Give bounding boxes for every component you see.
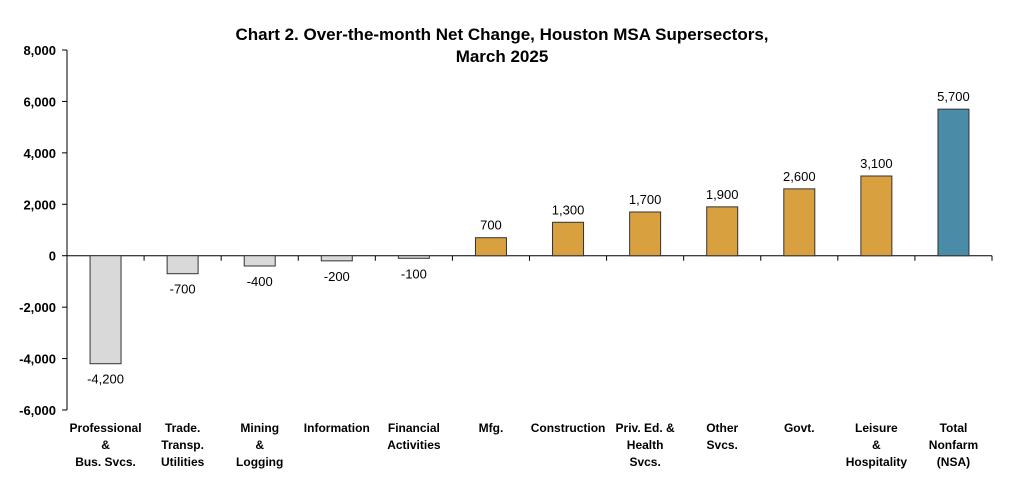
y-tick-label: 4,000 [23, 146, 56, 161]
category-label: Professional [70, 421, 142, 435]
y-tick-label: 8,000 [23, 43, 56, 58]
category-label: Logging [236, 455, 283, 469]
chart-title-line-1: Chart 2. Over-the-month Net Change, Hous… [235, 25, 769, 44]
category-label: Priv. Ed. & [616, 421, 675, 435]
bar [860, 175, 893, 257]
chart-title: Chart 2. Over-the-month Net Change, Hous… [0, 24, 1004, 68]
data-labels: -4,200 -700 -400 -200 -100 700 1,300 1,700 1,900… [87, 89, 970, 387]
category-label: Construction [531, 421, 606, 435]
category-label: Hospitality [846, 455, 908, 469]
data-label: -200 [324, 269, 350, 284]
bar [937, 108, 970, 257]
y-tick-label: -6,000 [19, 403, 56, 418]
category-label: Mining [240, 421, 279, 435]
category-label: Health [627, 438, 664, 452]
category-label: & [872, 438, 881, 452]
category-label: Leisure [855, 421, 898, 435]
axes: 8,000 6,000 4,000 2,000 0 -2,000 -4,000 -6,000 [19, 43, 993, 418]
data-label: 2,600 [783, 169, 816, 184]
category-label: Total [940, 421, 968, 435]
data-label: -100 [401, 266, 427, 281]
bar [552, 221, 585, 257]
category-label: (NSA) [937, 455, 970, 469]
data-label: -4,200 [87, 372, 124, 387]
data-label: 1,300 [552, 202, 585, 217]
data-label: -700 [170, 282, 196, 297]
category-label: & [255, 438, 264, 452]
category-label: Govt. [784, 421, 815, 435]
bar [243, 255, 276, 267]
category-label: & [101, 438, 110, 452]
y-tick-label: -4,000 [19, 352, 56, 367]
bar [629, 211, 662, 257]
y-tick-label: 2,000 [23, 197, 56, 212]
bar [397, 255, 430, 259]
data-label: 1,900 [706, 187, 739, 202]
category-label: Transp. [161, 438, 204, 452]
data-label: 700 [480, 218, 502, 233]
category-label: Trade. [165, 421, 200, 435]
category-label: Nonfarm [929, 438, 978, 452]
data-label: 5,700 [937, 89, 970, 104]
y-tick-label: 0 [49, 249, 56, 264]
category-label: Mfg. [479, 421, 504, 435]
category-label: Financial [388, 421, 440, 435]
category-label: Information [304, 421, 370, 435]
category-label: Svcs. [629, 455, 660, 469]
category-label: Utilities [161, 455, 205, 469]
category-label: Other [706, 421, 738, 435]
chart-title-line-2: March 2025 [455, 47, 549, 66]
bar [706, 206, 739, 257]
bar [474, 237, 507, 257]
bar [89, 255, 122, 365]
bar [783, 188, 816, 257]
y-tick-label: -2,000 [19, 300, 56, 315]
bar [166, 255, 199, 275]
bars [89, 108, 970, 365]
category-label: Svcs. [707, 438, 738, 452]
data-label: 3,100 [860, 156, 893, 171]
category-labels: Professional & Bus. Svcs. Trade. Transp. Util… [70, 421, 979, 469]
category-label: Bus. Svcs. [75, 455, 136, 469]
data-label: -400 [247, 274, 273, 289]
category-label: Activities [387, 438, 441, 452]
bar [320, 255, 353, 262]
data-label: 1,700 [629, 192, 662, 207]
y-tick-label: 6,000 [23, 94, 56, 109]
